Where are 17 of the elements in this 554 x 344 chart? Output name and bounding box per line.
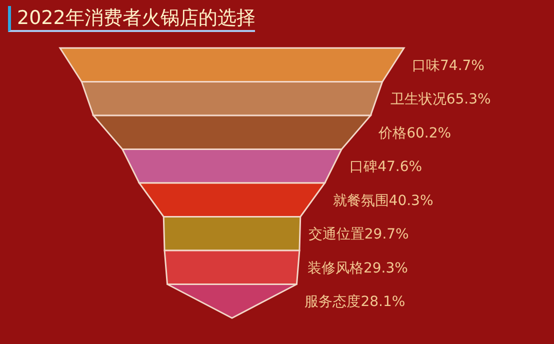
data-label: 28.1% xyxy=(360,294,406,310)
data-label: 74.7% xyxy=(440,58,484,74)
category-label: 口碑 xyxy=(350,159,378,176)
data-label: 65.3% xyxy=(446,92,491,108)
category-label: 就餐氛围 xyxy=(332,192,389,209)
data-label: 47.6% xyxy=(378,159,422,176)
data-label: 29.3% xyxy=(363,260,408,276)
data-label: 40.3% xyxy=(388,192,434,209)
category-label: 交通位置 xyxy=(308,226,364,243)
category-label: 卫生状况 xyxy=(390,92,446,108)
data-label: 60.2% xyxy=(406,125,452,142)
category-label: 装修风格 xyxy=(307,260,364,276)
category-label: 价格 xyxy=(378,125,407,142)
text: 2022年消费者火锅店的选择 xyxy=(8,6,256,32)
category-label: 口味 xyxy=(412,58,440,74)
data-label: 29.7% xyxy=(364,226,409,243)
category-label: 服务态度 xyxy=(304,294,361,310)
